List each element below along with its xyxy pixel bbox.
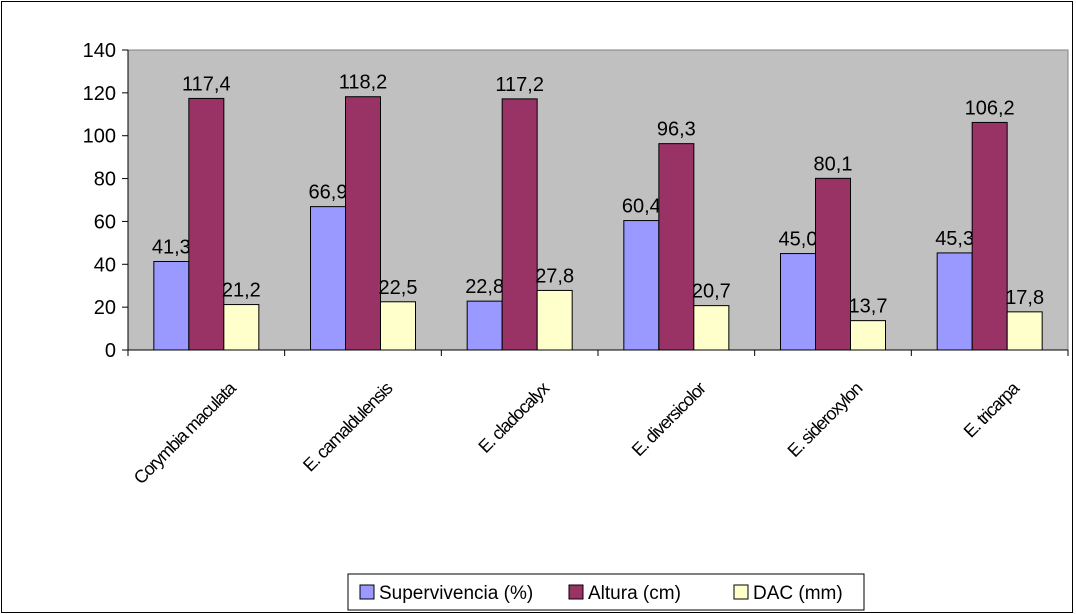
bar xyxy=(971,121,1008,351)
bar xyxy=(780,253,816,351)
data-label: 106,2 xyxy=(965,97,1015,119)
data-label: 118,2 xyxy=(339,72,388,94)
y-tick-label: 60 xyxy=(94,211,116,233)
y-tick-label: 0 xyxy=(105,340,116,362)
legend-swatch xyxy=(568,584,584,600)
data-label: 41,3 xyxy=(152,237,191,259)
bar xyxy=(466,300,503,351)
data-label: 80,1 xyxy=(814,153,853,175)
bar xyxy=(693,305,730,351)
bar xyxy=(1006,311,1043,351)
legend-label: Supervivencia (%) xyxy=(379,583,533,604)
y-tick-label: 100 xyxy=(83,126,116,148)
data-label: 66,9 xyxy=(309,182,348,204)
data-label: 17,8 xyxy=(1005,287,1044,309)
bar xyxy=(310,206,346,351)
legend-swatch xyxy=(359,584,375,600)
category-label: E. diversicolor xyxy=(628,378,710,460)
data-label: 27,8 xyxy=(535,265,574,287)
data-label: 96,3 xyxy=(657,119,696,141)
bar xyxy=(850,320,886,351)
data-label: 60,4 xyxy=(622,196,661,218)
category-label: Corymbia maculata xyxy=(130,377,241,488)
y-tick-label: 20 xyxy=(94,297,116,319)
legend-label: Altura (cm) xyxy=(588,583,681,604)
category-label: E. cladocalyx xyxy=(474,378,553,457)
bar xyxy=(501,98,538,351)
y-tick-label: 120 xyxy=(83,83,116,105)
bar xyxy=(380,301,416,351)
category-label: E. tricarpa xyxy=(960,377,1024,441)
bar xyxy=(936,252,973,351)
bar xyxy=(188,97,225,351)
legend-swatch xyxy=(733,584,749,600)
bar xyxy=(345,96,381,351)
data-label: 20,7 xyxy=(692,281,731,303)
data-label: 117,2 xyxy=(495,74,544,96)
plot-area xyxy=(127,49,1069,351)
data-label: 45,0 xyxy=(779,229,818,251)
bar xyxy=(223,304,260,351)
legend-box xyxy=(347,573,865,611)
data-label: 45,3 xyxy=(935,228,974,250)
data-label: 13,7 xyxy=(849,296,888,318)
category-label: E. camaldulensis xyxy=(299,378,397,476)
data-label: 22,8 xyxy=(465,276,504,298)
y-tick-label: 140 xyxy=(83,40,116,62)
bar xyxy=(536,289,573,351)
y-tick-label: 80 xyxy=(94,169,116,191)
legend-label: DAC (mm) xyxy=(753,583,843,604)
data-label: 117,4 xyxy=(182,73,231,95)
data-label: 22,5 xyxy=(379,277,418,299)
bar xyxy=(658,143,695,351)
bar xyxy=(623,220,660,351)
bar xyxy=(153,261,190,351)
category-label: E. sideroxylon xyxy=(784,379,866,461)
y-tick-label: 40 xyxy=(94,254,116,276)
data-label: 21,2 xyxy=(222,280,261,302)
bar xyxy=(815,177,851,351)
